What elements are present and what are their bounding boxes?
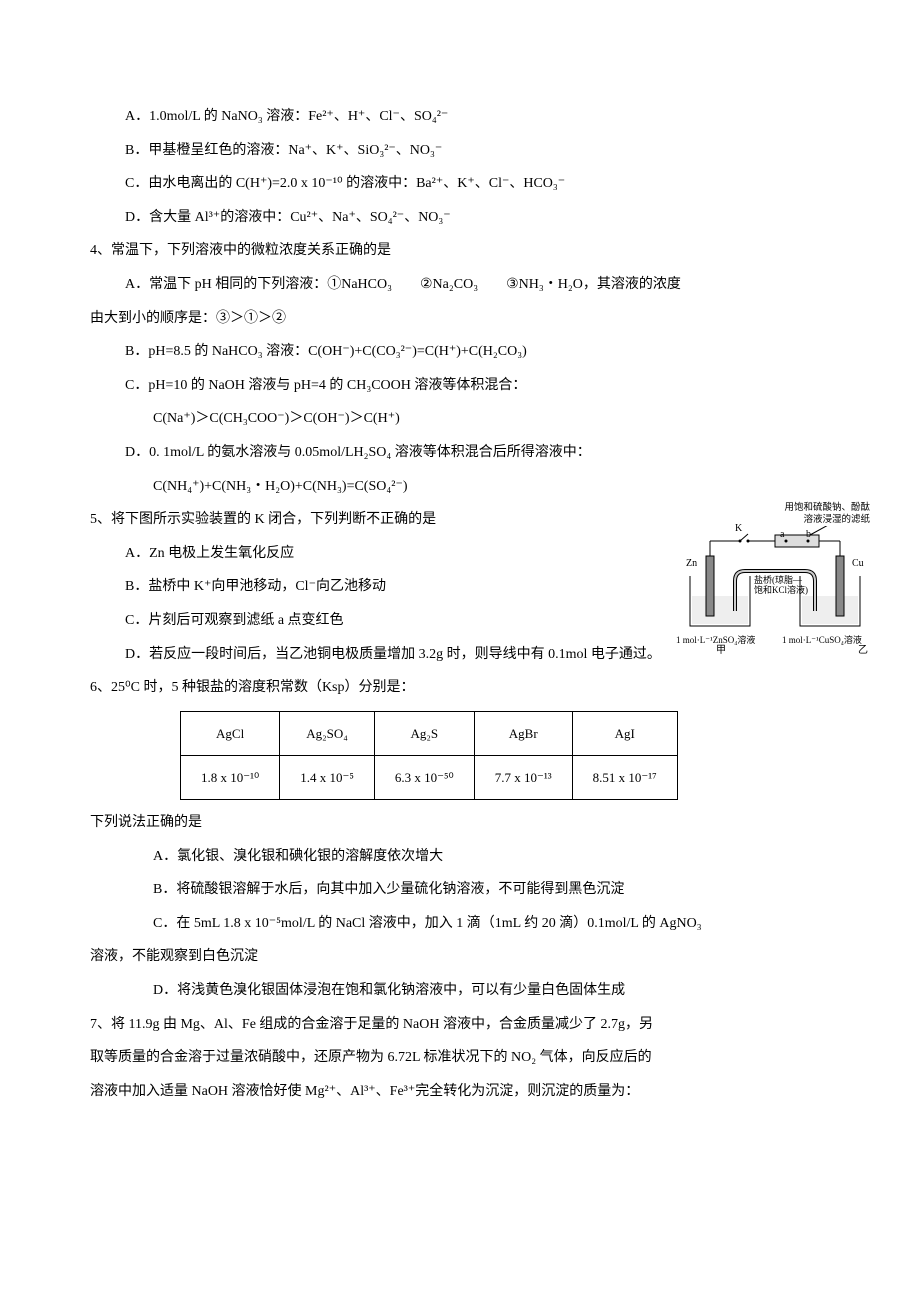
q5-figure: 用饱和硫酸钠、酚酞 溶液浸湿的滤纸 (680, 503, 870, 646)
q4-option-d-line1: D．0. 1mol/L 的氨水溶液与 0.05mol/LH₂SO₄ 溶液等体积混… (90, 436, 830, 470)
q7-line1: 7、将 11.9g 由 Mg、Al、Fe 组成的合金溶于足量的 NaOH 溶液中… (90, 1008, 830, 1042)
table-row: 1.8 x 10⁻¹⁰ 1.4 x 10⁻⁵ 6.3 x 10⁻⁵⁰ 7.7 x… (181, 755, 678, 799)
q4-option-c-line1: C．pH=10 的 NaOH 溶液与 pH=4 的 CH₃COOH 溶液等体积混… (90, 369, 830, 403)
ksp-value: 6.3 x 10⁻⁵⁰ (374, 755, 474, 799)
ksp-header: Ag₂SO₄ (280, 711, 375, 755)
ksp-header: Ag₂S (374, 711, 474, 755)
q4-option-c-line2: C(Na⁺)＞C(CH₃COO⁻)＞C(OH⁻)＞C(H⁺) (90, 402, 830, 436)
q7-line3: 溶液中加入适量 NaOH 溶液恰好使 Mg²⁺、Al³⁺、Fe³⁺完全转化为沉淀… (90, 1075, 830, 1109)
table-row: AgCl Ag₂SO₄ Ag₂S AgBr AgI (181, 711, 678, 755)
fig-label-jia: 甲 (716, 645, 726, 657)
q3-option-a: A．1.0mol/L 的 NaNO₃ 溶液：Fe²⁺、H⁺、Cl⁻、SO₄²⁻ (90, 100, 830, 134)
q6-option-c-line1: C．在 5mL 1.8 x 10⁻⁵mol/L 的 NaCl 溶液中，加入 1 … (90, 907, 830, 941)
q4-option-a-line2: 由大到小的顺序是：③＞①＞② (90, 302, 830, 336)
q4-stem: 4、常温下，下列溶液中的微粒浓度关系正确的是 (90, 234, 830, 268)
q6-post: 下列说法正确的是 (90, 806, 830, 840)
ksp-value: 7.7 x 10⁻¹³ (474, 755, 572, 799)
fig-label-b: b (806, 529, 811, 541)
fig-label-zn: Zn (686, 558, 697, 570)
ksp-header: AgI (572, 711, 677, 755)
q6-stem: 6、25⁰C 时，5 种银盐的溶度积常数（Ksp）分别是： (90, 671, 830, 705)
q3-option-c: C．由水电离出的 C(H⁺)=2.0 x 10⁻¹⁰ 的溶液中：Ba²⁺、K⁺、… (90, 167, 830, 201)
ksp-table: AgCl Ag₂SO₄ Ag₂S AgBr AgI 1.8 x 10⁻¹⁰ 1.… (180, 711, 678, 800)
q6-option-a: A．氯化银、溴化银和碘化银的溶解度依次增大 (90, 840, 830, 874)
q4-option-d-line2: C(NH₄⁺)+C(NH₃・H₂O)+C(NH₃)=C(SO₄²⁻) (90, 470, 830, 504)
q4-option-a-line1: A．常温下 pH 相同的下列溶液：①NaHCO₃ ②Na₂CO₃ ③NH₃・H₂… (90, 268, 830, 302)
fig-top-label: 用饱和硫酸钠、酚酞 溶液浸湿的滤纸 (680, 503, 870, 526)
q6-option-d: D．将浅黄色溴化银固体浸泡在饱和氯化钠溶液中，可以有少量白色固体生成 (90, 974, 830, 1008)
q5-block: 5、将下图所示实验装置的 K 闭合，下列判断不正确的是 A．Zn 电极上发生氧化… (90, 503, 830, 671)
q7-line2: 取等质量的合金溶于过量浓硝酸中，还原产物为 6.72L 标准状况下的 NO₂ 气… (90, 1041, 830, 1075)
fig-right-solution: 1 mol·L⁻¹CuSO₄溶液 (782, 635, 862, 646)
q3-option-b: B．甲基橙呈红色的溶液：Na⁺、K⁺、SiO₃²⁻、NO₃⁻ (90, 134, 830, 168)
fig-label-a: a (780, 529, 784, 541)
fig-label-k: K (735, 523, 742, 535)
ksp-header: AgCl (181, 711, 280, 755)
q6-option-c-line2: 溶液，不能观察到白色沉淀 (90, 940, 830, 974)
fig-bridge-label2: 饱和KCl溶液) (754, 585, 808, 596)
ksp-value: 1.4 x 10⁻⁵ (280, 755, 375, 799)
ksp-header: AgBr (474, 711, 572, 755)
q3-option-d: D．含大量 Al³⁺的溶液中：Cu²⁺、Na⁺、SO₄²⁻、NO₃⁻ (90, 201, 830, 235)
ksp-value: 8.51 x 10⁻¹⁷ (572, 755, 677, 799)
q4-option-b: B．pH=8.5 的 NaHCO₃ 溶液：C(OH⁻)+C(CO₃²⁻)=C(H… (90, 335, 830, 369)
fig-label-cu: Cu (852, 558, 864, 570)
fig-label-yi: 乙 (858, 645, 868, 657)
q6-option-b: B．将硫酸银溶解于水后，向其中加入少量硫化钠溶液，不可能得到黑色沉淀 (90, 873, 830, 907)
ksp-value: 1.8 x 10⁻¹⁰ (181, 755, 280, 799)
